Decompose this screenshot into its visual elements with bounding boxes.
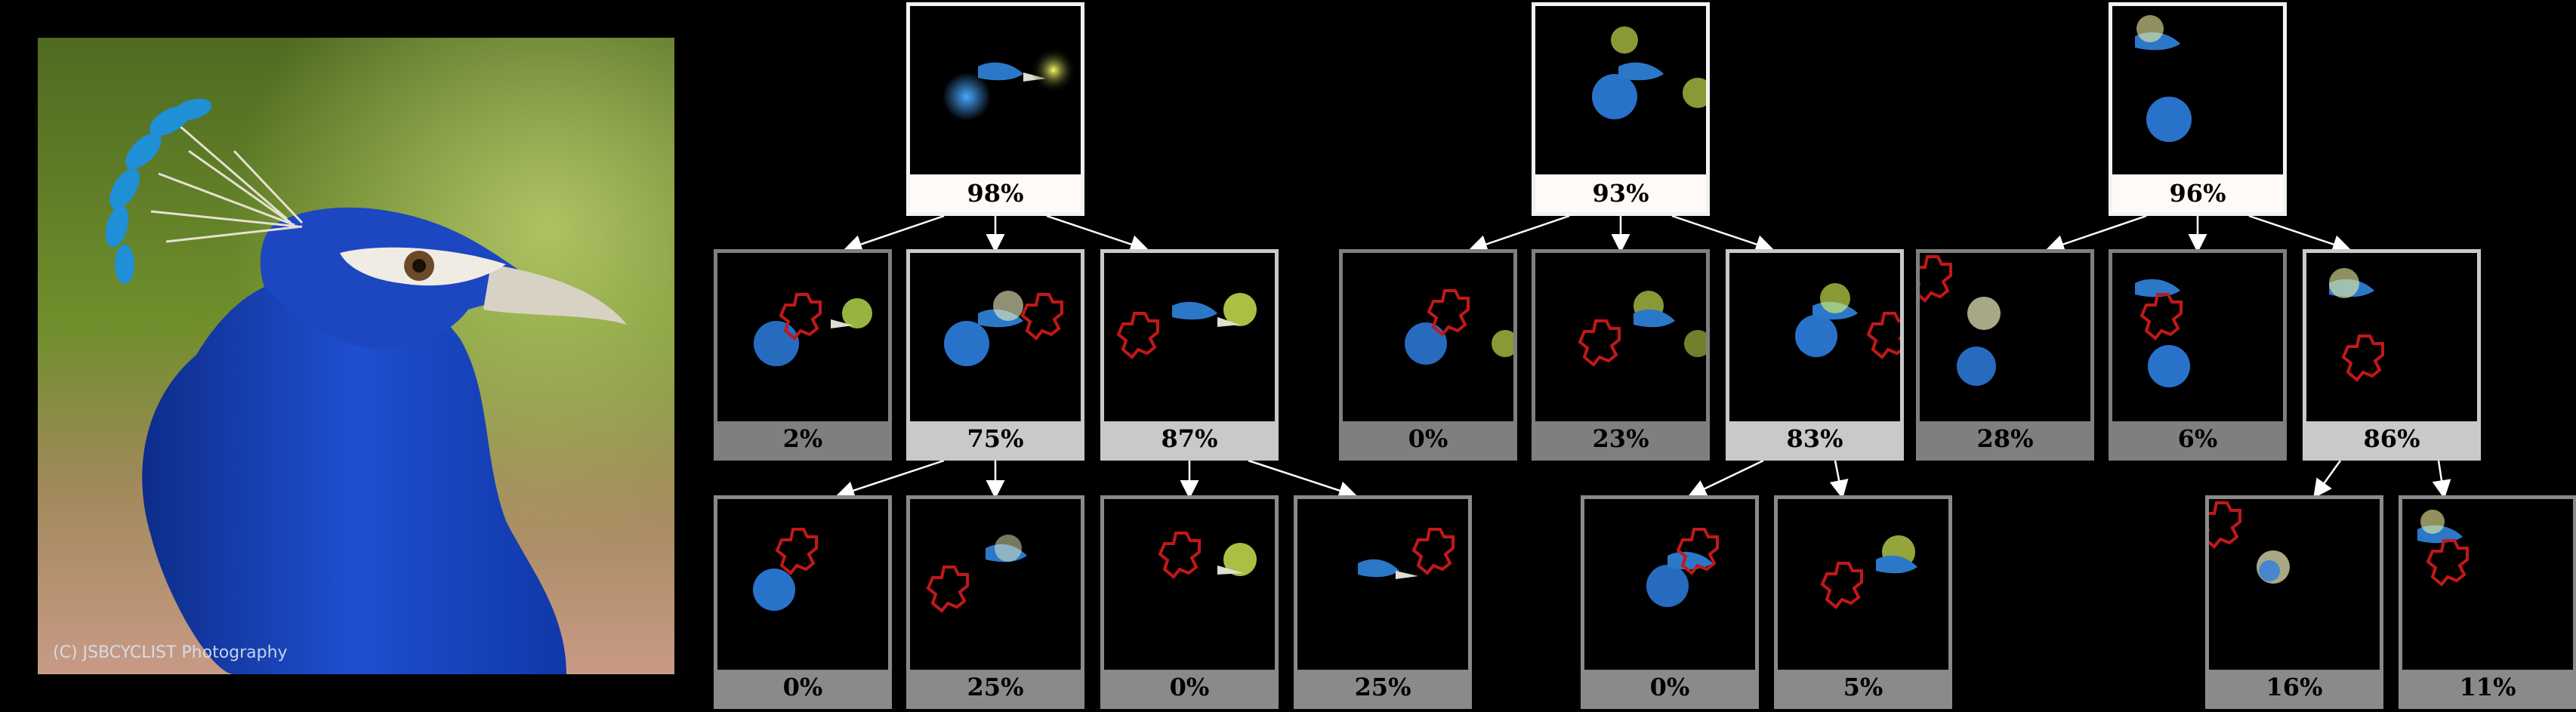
masked-crop <box>2135 15 2192 142</box>
occluder-outline <box>2209 501 2241 549</box>
tree2-l1-node2: 23% <box>1532 249 1710 461</box>
tree3-l1-node1: 28% <box>1916 249 2094 461</box>
tree3-root: 96% <box>2109 2 2287 216</box>
connector-arrow <box>1248 459 1358 500</box>
confidence-label: 86% <box>2306 421 2477 457</box>
confidence-label: 23% <box>1535 421 1706 457</box>
tree1-root: 98% <box>906 2 1084 216</box>
tree2-l2-node1: 0% <box>1581 495 1759 709</box>
masked-crop <box>1158 532 1257 579</box>
occluder-outline <box>1411 528 1455 575</box>
connector-arrow <box>835 459 945 500</box>
occluder-outline <box>2341 334 2384 382</box>
masked-crop <box>1920 255 2001 386</box>
occluder-outline <box>1158 532 1201 579</box>
masked-crop <box>944 291 1063 366</box>
confidence-label: 93% <box>1535 174 1706 212</box>
masked-crop <box>942 48 1076 121</box>
masked-crop <box>1578 291 1706 367</box>
tree3-l1-node3: 86% <box>2303 249 2481 461</box>
connector-arrow <box>843 214 945 254</box>
occluder-outline <box>775 528 818 575</box>
connector-arrow <box>2313 460 2342 499</box>
connector-arrow <box>1468 214 1570 254</box>
confidence-label: 75% <box>910 421 1081 457</box>
occluder-outline <box>2139 293 2183 341</box>
tree1-l2-node2: 25% <box>906 495 1084 709</box>
confidence-label: 87% <box>1104 421 1275 457</box>
confidence-label: 0% <box>1584 670 1755 705</box>
confidence-label: 83% <box>1729 421 1900 457</box>
occluder-outline <box>1116 312 1159 359</box>
confidence-label: 28% <box>1920 421 2090 457</box>
confidence-label: 25% <box>910 670 1081 705</box>
masked-crop <box>1405 289 1513 365</box>
tree2-l2-node2: 5% <box>1774 495 1952 709</box>
confidence-label: 2% <box>717 421 888 457</box>
masked-crop <box>926 535 1027 613</box>
confidence-label: 25% <box>1297 670 1468 705</box>
occluder-outline <box>1020 293 1063 341</box>
confidence-label: 6% <box>2112 421 2283 457</box>
masked-crop <box>1646 528 1719 607</box>
confidence-label: 11% <box>2402 670 2573 705</box>
occluder-outline <box>1920 255 1952 303</box>
occluder-outline <box>1578 319 1621 367</box>
connector-arrow <box>2045 214 2147 254</box>
confidence-label: 0% <box>1343 421 1513 457</box>
tree2-l1-node1: 0% <box>1339 249 1517 461</box>
tree2-root: 93% <box>1532 2 1710 216</box>
tree1-l2-node3: 0% <box>1100 495 1279 709</box>
tree1-l1-node2: 75% <box>906 249 1084 461</box>
tree3-l2-node1: 16% <box>2205 495 2383 709</box>
occluder-outline <box>779 293 822 341</box>
masked-crop <box>1820 535 1917 609</box>
masked-crop <box>1592 26 1706 119</box>
confidence-label: 98% <box>910 174 1081 212</box>
confidence-label: 5% <box>1778 670 1948 705</box>
masked-crop <box>1358 528 1455 579</box>
connector-arrow <box>1046 214 1149 254</box>
confidence-label: 0% <box>1104 670 1275 705</box>
connector-arrow <box>2432 460 2451 499</box>
tree1-l1-node3: 87% <box>1100 249 1279 461</box>
masked-crop <box>2209 501 2290 584</box>
photo-watermark: (C) JSBCYCLIST Photography <box>53 643 288 662</box>
occluder-outline <box>1427 289 1470 337</box>
tree1-l2-node4: 25% <box>1294 495 1472 709</box>
masked-crop <box>753 528 818 611</box>
occluder-outline <box>2426 539 2469 587</box>
occluder-outline <box>1866 312 1900 359</box>
occluder-outline <box>926 566 969 613</box>
connector-arrow <box>1671 214 1775 254</box>
tree2-l1-node3: 83% <box>1726 249 1904 461</box>
masked-crop <box>2417 510 2469 587</box>
tree1-l2-node1: 0% <box>714 495 892 709</box>
tree1-l1-node1: 2% <box>714 249 892 461</box>
confidence-label: 96% <box>2112 174 2283 212</box>
occluder-outline <box>1820 562 1863 609</box>
connector-arrow <box>2248 214 2352 254</box>
tree3-l1-node2: 6% <box>2109 249 2287 461</box>
masked-crop <box>1116 293 1257 359</box>
masked-crop <box>1795 283 1900 359</box>
masked-crop <box>2329 268 2384 382</box>
confidence-label: 16% <box>2209 670 2380 705</box>
peacock-photo <box>38 38 674 674</box>
confidence-label: 0% <box>717 670 888 705</box>
tree3-l2-node2: 11% <box>2399 495 2576 709</box>
masked-crop <box>754 293 872 366</box>
masked-crop <box>2135 279 2190 387</box>
occluder-outline <box>1676 528 1719 575</box>
connector-arrow <box>1687 459 1764 498</box>
connector-arrow <box>1829 460 1849 499</box>
